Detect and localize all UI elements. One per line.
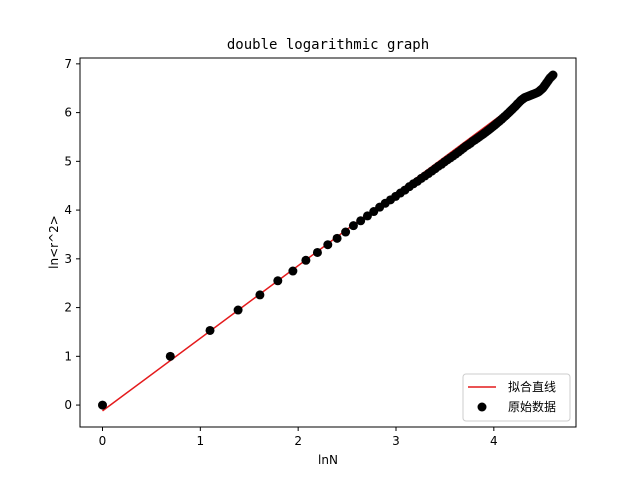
data-point [341,227,351,237]
x-tick-label: 2 [294,434,302,448]
data-point [273,276,283,286]
x-tick-label: 3 [392,434,400,448]
plot-area [98,70,558,412]
data-point [348,221,358,231]
data-point [233,305,243,315]
x-tick-label: 4 [490,434,498,448]
data-point [301,255,311,265]
data-point [205,325,215,335]
chart-title: double logarithmic graph [227,37,429,53]
x-tick-label: 0 [99,434,107,448]
legend-dot-swatch [477,402,487,412]
x-axis: 0 1 2 3 4 [99,427,498,448]
data-point [98,400,108,410]
y-tick-label: 5 [64,154,72,168]
legend-label-raw-data: 原始数据 [508,399,556,414]
y-tick-label: 0 [64,398,72,412]
data-point [356,216,366,226]
data-point [332,233,342,243]
data-point [312,247,322,257]
y-tick-label: 4 [64,203,72,217]
data-point [288,266,298,276]
data-point [255,290,265,300]
y-axis: 0 1 2 3 4 5 6 7 [64,57,80,412]
data-point [548,70,558,80]
y-tick-label: 7 [64,57,72,71]
data-point [165,351,175,361]
legend-box [462,373,571,422]
data-point [362,211,372,221]
legend-label-fit-line: 拟合直线 [508,379,556,394]
y-tick-label: 1 [64,349,72,363]
y-axis-label: ln<r^2> [47,215,61,269]
y-tick-label: 3 [64,252,72,266]
y-tick-label: 2 [64,301,72,315]
legend: 拟合直线 原始数据 [462,373,571,422]
axes-frame [79,57,577,428]
x-axis-label: lnN [318,453,338,467]
data-point [323,240,333,250]
x-tick-label: 1 [197,434,205,448]
y-tick-label: 6 [64,106,72,120]
